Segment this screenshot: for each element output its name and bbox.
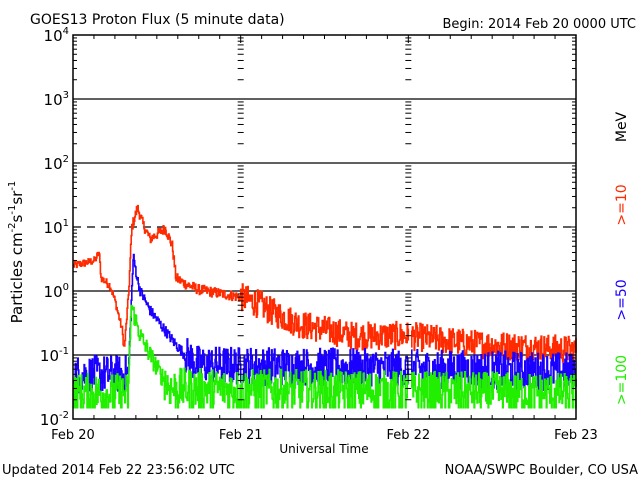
legend: >=10 >=50 >=100 MeV [614,111,630,405]
x-tick-labels: Feb 20 Feb 21 Feb 22 Feb 23 [51,428,598,443]
y-tick-label: 101 [44,218,69,237]
axes [72,34,577,420]
updated-label: Updated 2014 Feb 22 23:56:02 UTC [2,463,235,478]
begin-label: Begin: 2014 Feb 20 0000 UTC [442,17,636,32]
series-group [72,204,577,409]
x-tick-label: Feb 21 [219,428,263,443]
y-tick-labels: 10-2 10-1 100 101 102 103 104 [40,26,69,429]
x-tick-label: Feb 20 [51,428,95,443]
y-tick-label: 10-2 [40,410,69,429]
y-tick-label: 10-1 [40,346,69,365]
y-tick-label: 100 [44,282,69,301]
y-tick-label: 104 [44,26,69,45]
legend-ge100: >=100 [614,355,630,405]
x-axis-label: Universal Time [279,442,368,456]
legend-ge10: >=10 [614,184,630,225]
y-tick-label: 103 [44,90,69,109]
units-label: MeV [614,111,630,142]
x-tick-label: Feb 23 [554,428,598,443]
chart-title: GOES13 Proton Flux (5 minute data) [30,12,285,28]
legend-ge50: >=50 [614,279,630,320]
x-tick-label: Feb 22 [386,428,430,443]
series-line-ge100 [72,304,577,409]
credit-label: NOAA/SWPC Boulder, CO USA [445,463,638,478]
y-axis-label: Particles cm-2s-1sr-1 [7,181,26,324]
series-line-ge10 [72,204,577,365]
y-tick-label: 102 [44,154,69,173]
